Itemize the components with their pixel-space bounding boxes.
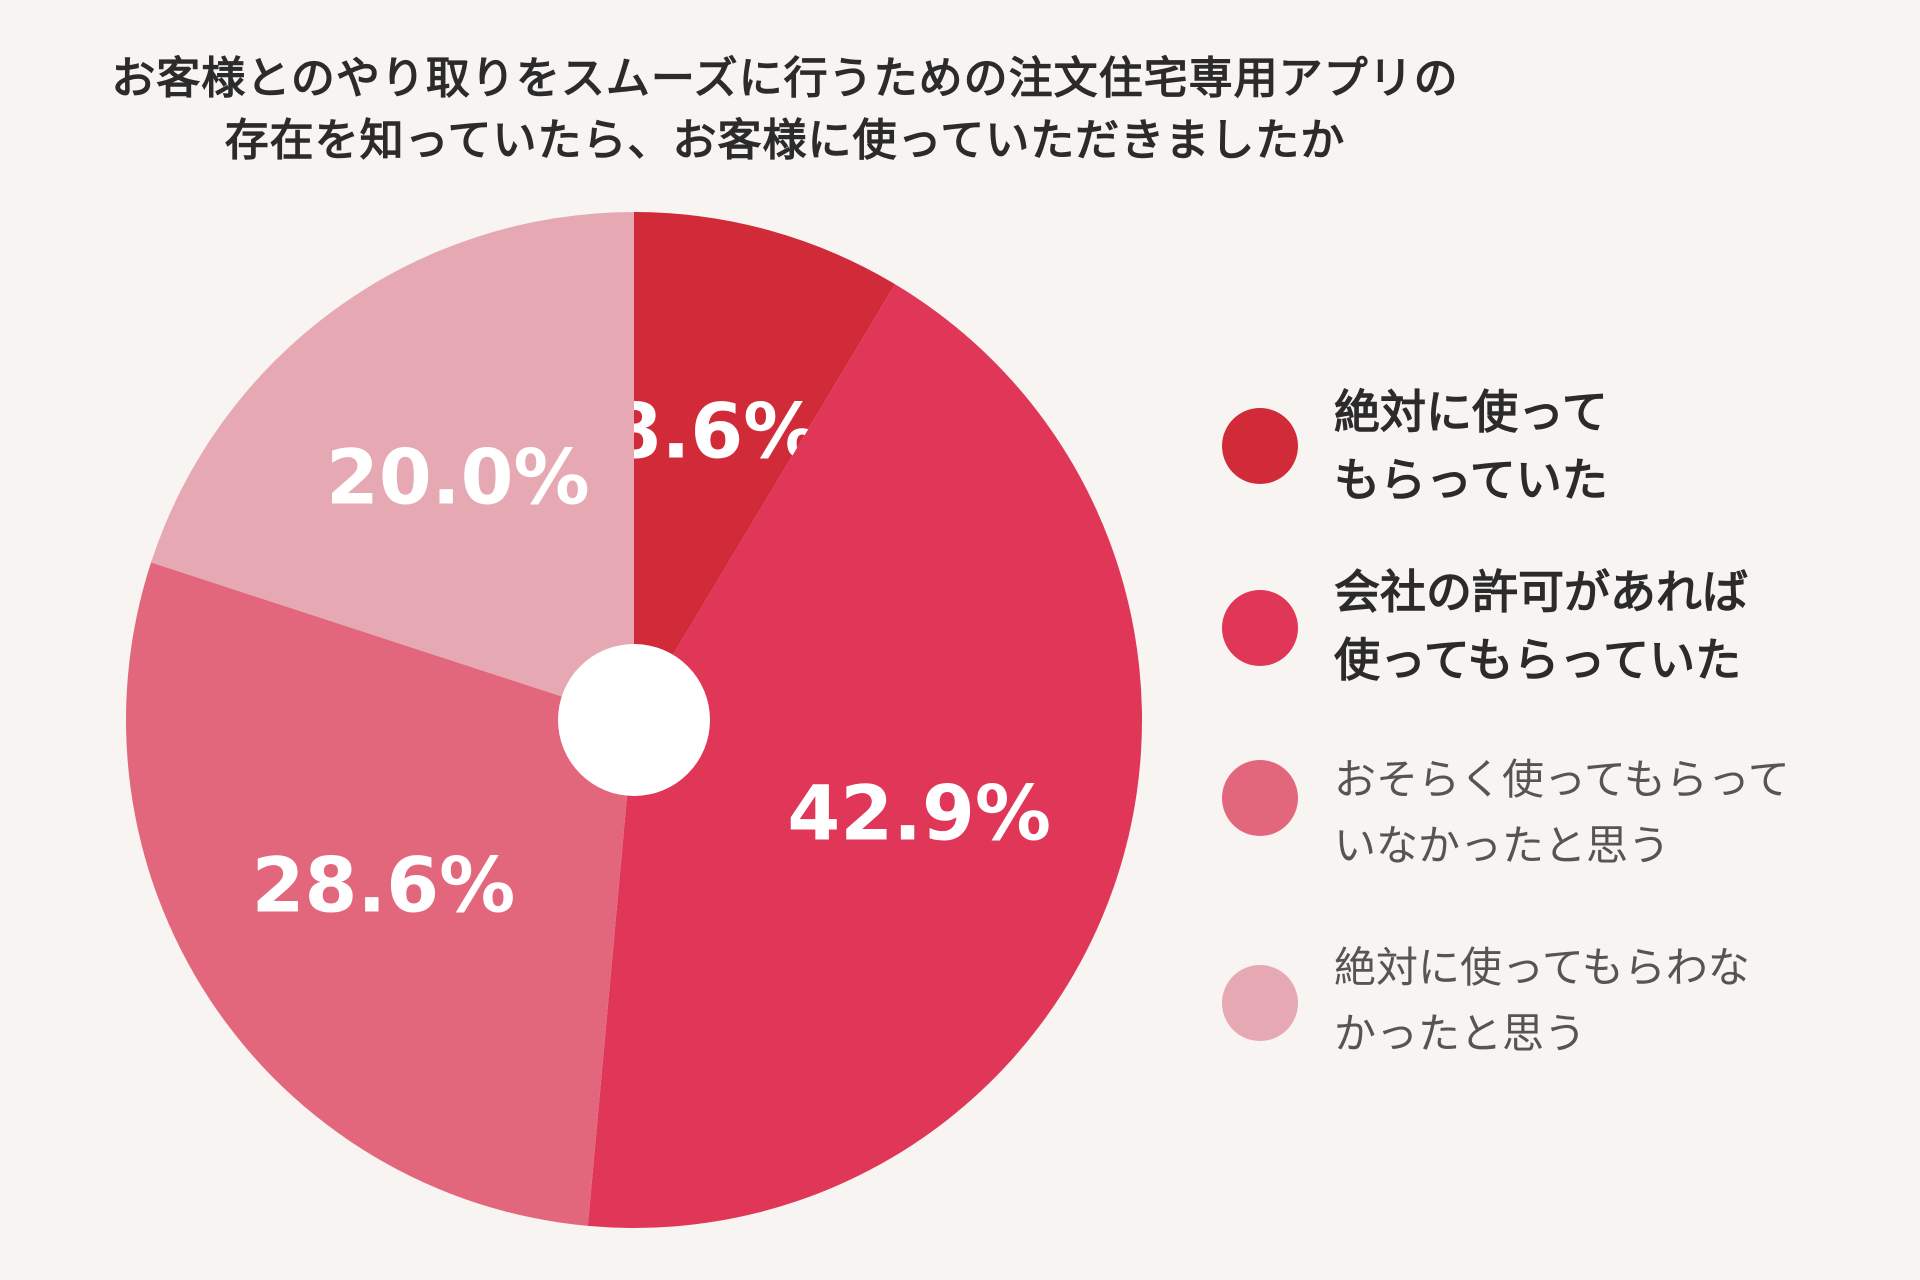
legend-label-3: おそらく使ってもらって いなかったと思う [1334,755,1790,870]
pie-slice-1 [634,212,896,720]
legend-label-1: 絶対に使って もらっていた [1334,385,1608,507]
chart-title: お客様とのやり取りをスムーズに行うための注文住宅専用アプリの 存在を知っていたら… [0,48,1570,172]
pie-slice-2 [587,284,1142,1228]
pie-slice-4 [151,212,635,720]
legend-swatch-3 [1222,760,1298,836]
donut-hole [558,644,710,796]
slice-value-label-1: 8.6% [609,386,820,475]
legend-label-2: 会社の許可があれば 使ってもらっていた [1334,565,1748,687]
pie-slice-3 [125,562,634,1226]
slice-value-label-4: 20.0% [326,433,590,522]
chart-title-line-2: 存在を知っていたら、お客様に使っていただきましたか [224,115,1346,166]
slice-value-label-2: 42.9% [787,769,1051,858]
legend-label-4: 絶対に使ってもらわな かったと思う [1334,943,1750,1058]
slice-value-label-3: 28.6% [252,840,516,929]
legend-swatch-4 [1222,965,1298,1041]
chart-title-line-1: お客様とのやり取りをスムーズに行うための注文住宅専用アプリの [111,53,1459,104]
legend-swatch-2 [1222,590,1298,666]
legend-swatch-1 [1222,408,1298,484]
